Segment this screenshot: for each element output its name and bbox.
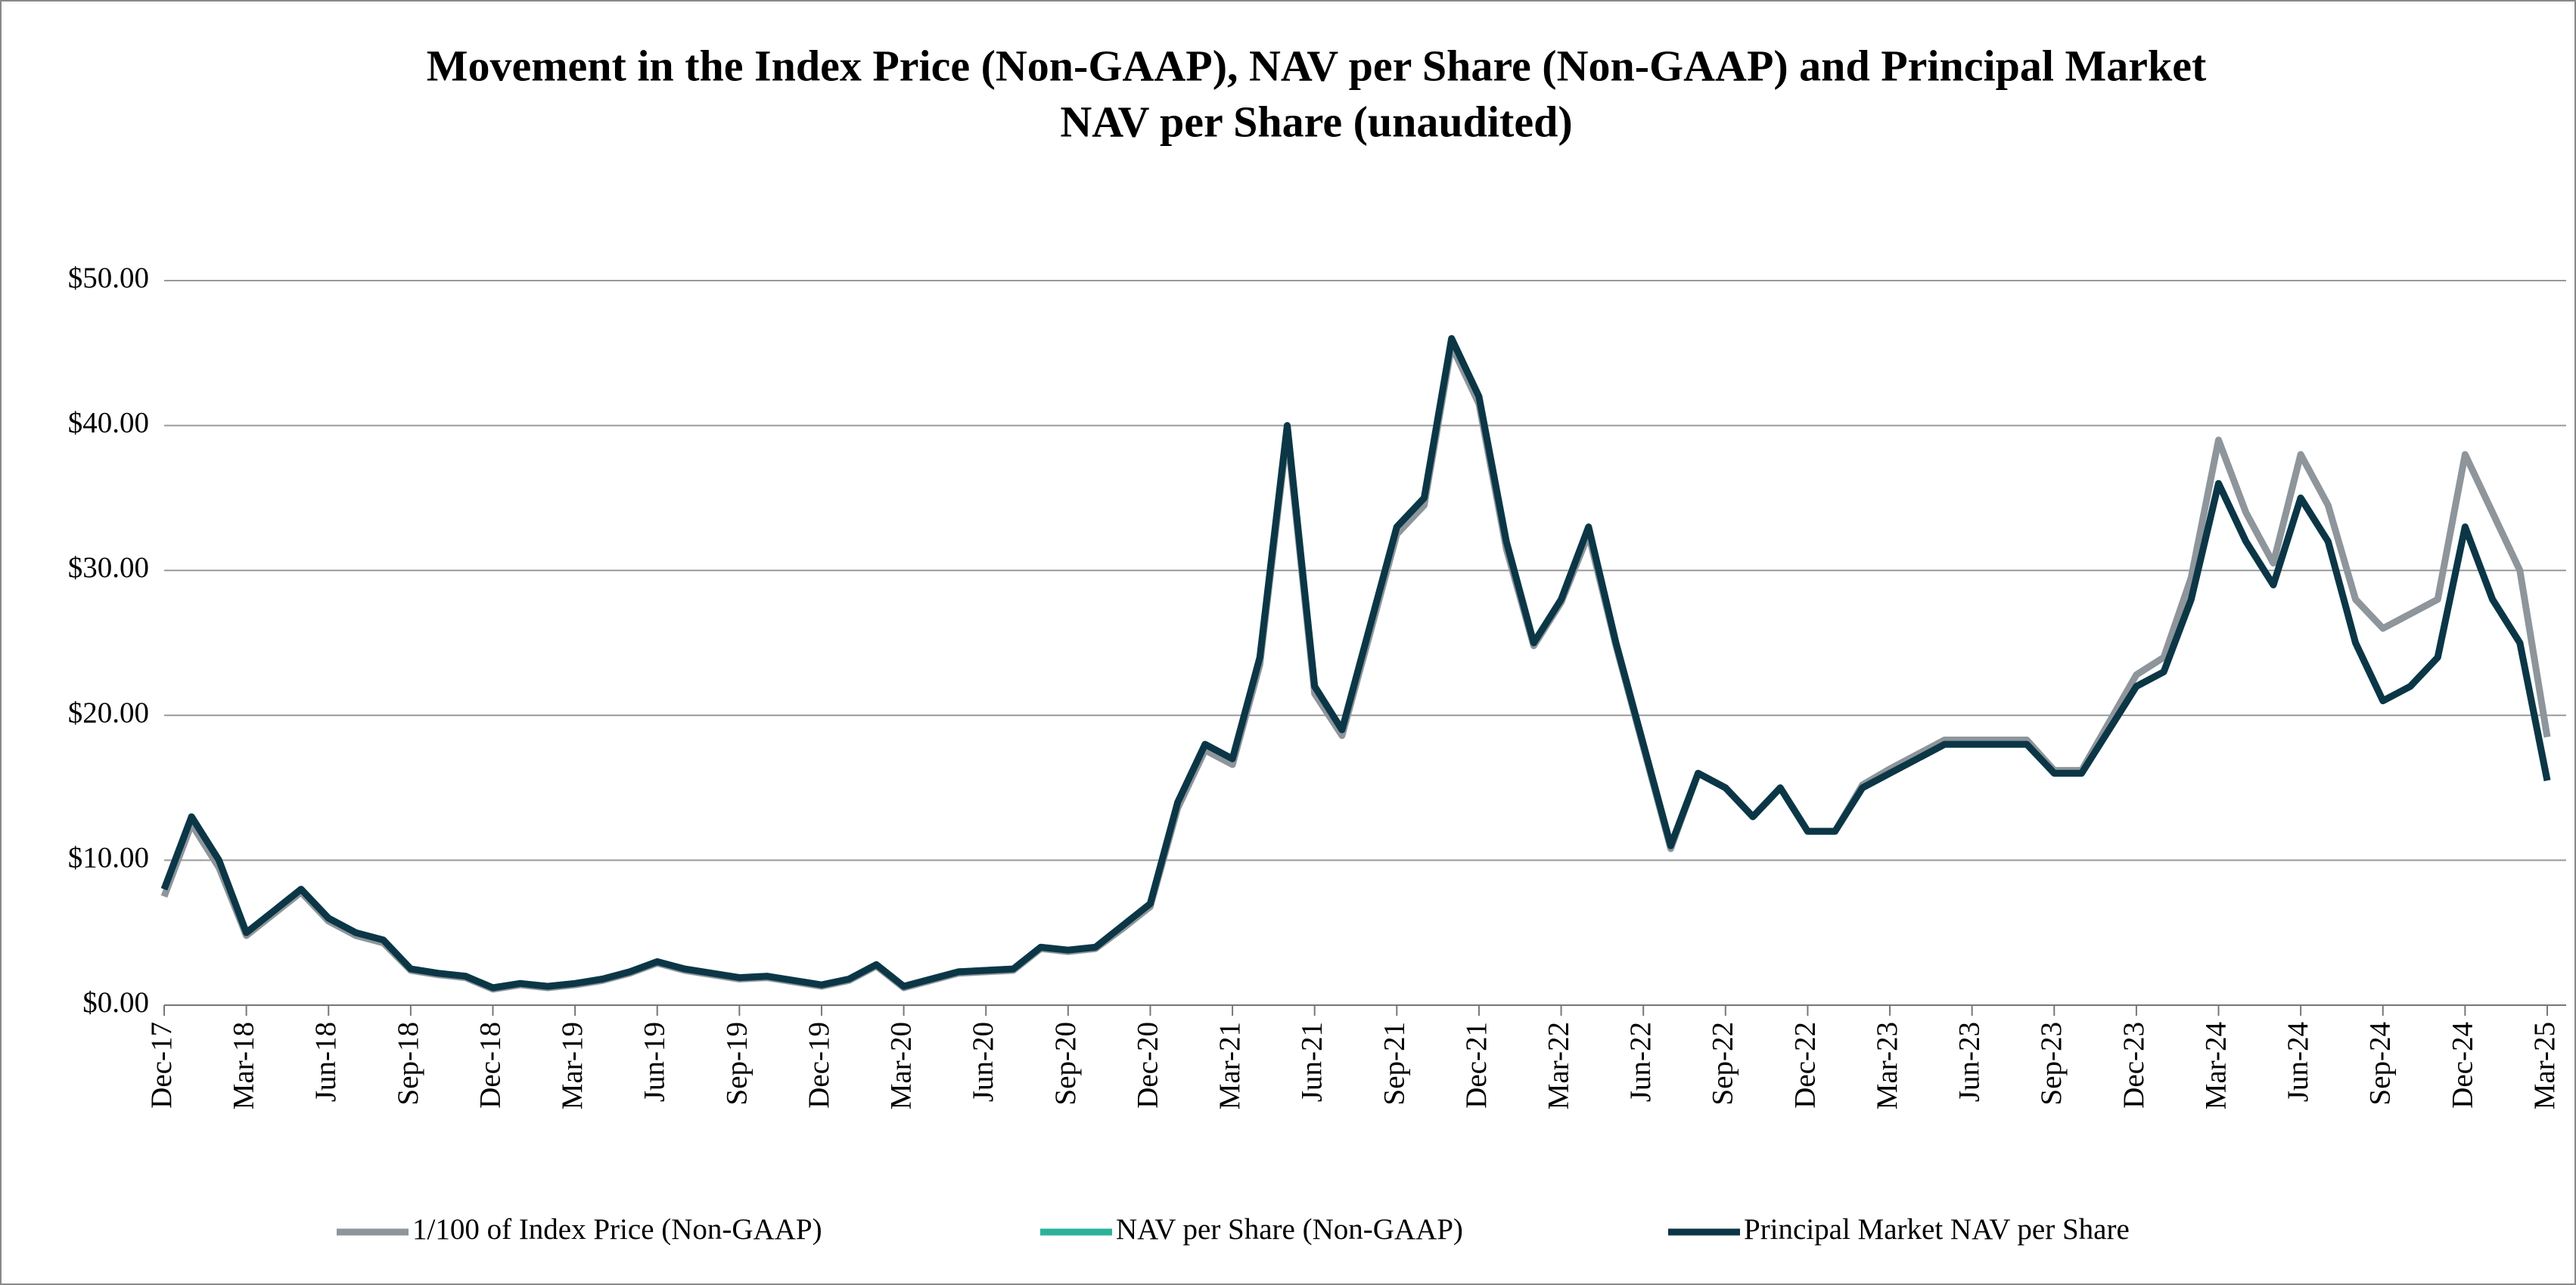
y-tick-label: $20.00: [68, 697, 149, 729]
x-tick-label: Dec-18: [474, 1022, 506, 1109]
series-line: [160, 335, 2551, 992]
legend-label: Principal Market NAV per Share: [1744, 1213, 2130, 1246]
x-tick-label: Jun-21: [1296, 1022, 1328, 1102]
legend-label: 1/100 of Index Price (Non-GAAP): [412, 1213, 822, 1246]
y-tick-label: $50.00: [68, 262, 149, 294]
chart-title: Movement in the Index Price (Non-GAAP), …: [427, 41, 2207, 90]
x-tick-label: Mar-18: [228, 1022, 260, 1110]
x-tick-label: Dec-23: [2118, 1022, 2150, 1109]
x-tick-label: Sep-20: [1049, 1022, 1082, 1106]
x-tick-label: Mar-22: [1543, 1022, 1575, 1110]
x-tick-label: Dec-17: [145, 1022, 178, 1109]
x-tick-label: Jun-19: [639, 1022, 671, 1102]
x-tick-label: Mar-20: [885, 1022, 918, 1110]
y-tick-label: $10.00: [68, 841, 149, 874]
x-tick-label: Sep-24: [2364, 1022, 2397, 1106]
x-tick-label: Mar-24: [2199, 1022, 2232, 1110]
x-tick-label: Mar-23: [1871, 1022, 1903, 1110]
legend-label: NAV per Share (Non-GAAP): [1116, 1213, 1463, 1246]
y-tick-label: $40.00: [68, 407, 149, 439]
y-tick-label: $30.00: [68, 551, 149, 584]
x-tick-label: Jun-24: [2282, 1022, 2314, 1102]
x-tick-label: Dec-20: [1131, 1022, 1164, 1109]
chart-subtitle: NAV per Share (unaudited): [1060, 97, 1572, 146]
x-tick-label: Mar-19: [556, 1022, 589, 1110]
x-tick-label: Dec-21: [1460, 1022, 1493, 1109]
x-tick-label: Jun-20: [967, 1022, 999, 1102]
y-tick-label: $0.00: [82, 986, 149, 1019]
x-tick-label: Sep-19: [720, 1022, 753, 1106]
x-tick-label: Sep-23: [2035, 1022, 2068, 1106]
x-tick-label: Sep-22: [1707, 1022, 1739, 1106]
x-tick-label: Dec-22: [1788, 1022, 1821, 1109]
x-tick-label: Jun-22: [1624, 1022, 1657, 1102]
x-tick-label: Jun-23: [1953, 1022, 1986, 1102]
x-tick-label: Dec-24: [2446, 1022, 2478, 1109]
x-tick-label: Jun-18: [309, 1022, 342, 1102]
x-tick-label: Sep-21: [1378, 1022, 1410, 1106]
x-tick-label: Sep-18: [392, 1022, 424, 1106]
x-tick-label: Mar-21: [1213, 1022, 1246, 1110]
x-tick-label: Mar-25: [2528, 1022, 2561, 1110]
x-tick-label: Dec-19: [803, 1022, 835, 1109]
